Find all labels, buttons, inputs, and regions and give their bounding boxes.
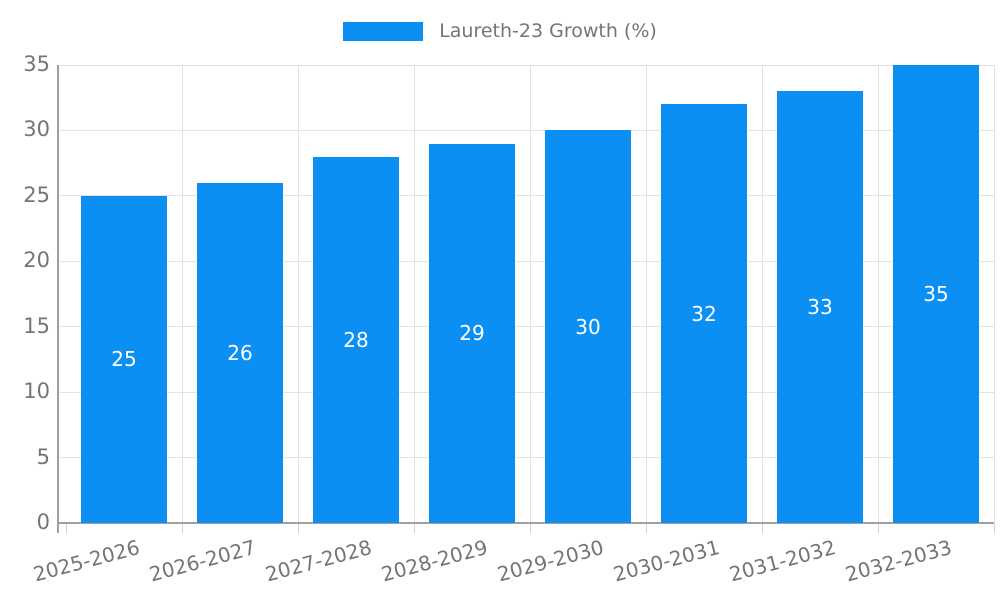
y-gridline [58,64,994,66]
y-gridline [58,457,994,459]
bar[interactable]: 32 [661,104,747,523]
x-gridline [646,65,647,523]
x-gridline [414,65,415,523]
x-axis-tick [762,524,763,533]
bar-value-label: 35 [923,282,949,306]
x-axis-tick [182,524,183,533]
x-gridline [994,65,995,523]
bar[interactable]: 25 [81,195,167,523]
x-axis-tick [530,524,531,533]
legend[interactable]: Laureth-23 Growth (%) [0,20,1000,42]
legend-swatch [343,21,424,41]
x-axis-tick [66,524,67,533]
bar[interactable]: 35 [893,65,979,523]
x-axis-tick-label: 2025-2026 [30,535,143,587]
bar[interactable]: 30 [545,130,631,523]
bar-value-label: 32 [691,301,717,326]
y-gridline [58,195,994,197]
x-axis-tick [298,524,299,533]
y-axis-tick-label: 10 [23,379,50,404]
bar-value-label: 25 [111,347,137,372]
y-axis-tick-label: 20 [23,248,50,273]
bar[interactable]: 33 [777,91,863,523]
x-gridline [878,65,879,523]
x-axis-tick-label: 2026-2027 [146,535,259,587]
bar[interactable]: 28 [313,156,399,523]
x-axis-tick [878,524,879,533]
x-gridline [530,65,531,523]
y-axis-tick-label: 5 [36,444,50,469]
y-gridline [58,391,994,393]
x-axis-tick-label: 2027-2028 [262,535,375,587]
x-axis-line [57,522,994,524]
x-axis-tick-label: 2030-2031 [610,535,723,587]
bar[interactable]: 26 [197,182,283,523]
bar[interactable]: 29 [429,143,515,523]
y-axis-tick-label: 35 [23,52,50,76]
y-axis-tick-label: 30 [23,117,50,142]
x-axis-tick-label: 2031-2032 [726,535,839,587]
x-axis-tick [994,524,995,533]
y-gridline [58,326,994,328]
x-gridline [298,65,299,523]
y-axis-tick-label: 15 [23,313,50,338]
x-axis-tick-label: 2029-2030 [494,535,607,587]
x-axis-tick-label: 2028-2029 [378,535,491,587]
x-axis-tick [414,524,415,533]
x-axis-tick [646,524,647,533]
bar-value-label: 30 [575,314,601,339]
bar-value-label: 33 [807,295,833,320]
bar-value-label: 28 [343,327,369,352]
bar-value-label: 29 [459,321,485,346]
y-axis-tick-label: 0 [36,510,50,534]
bar-value-label: 26 [227,340,253,365]
y-axis-tick-label: 25 [23,182,50,207]
legend-label: Laureth-23 Growth (%) [439,20,657,42]
x-gridline [182,65,183,523]
y-gridline [58,260,994,262]
y-axis-line [57,65,59,533]
y-gridline [58,129,994,131]
x-axis-tick-label: 2032-2033 [842,535,955,587]
x-gridline [762,65,763,523]
